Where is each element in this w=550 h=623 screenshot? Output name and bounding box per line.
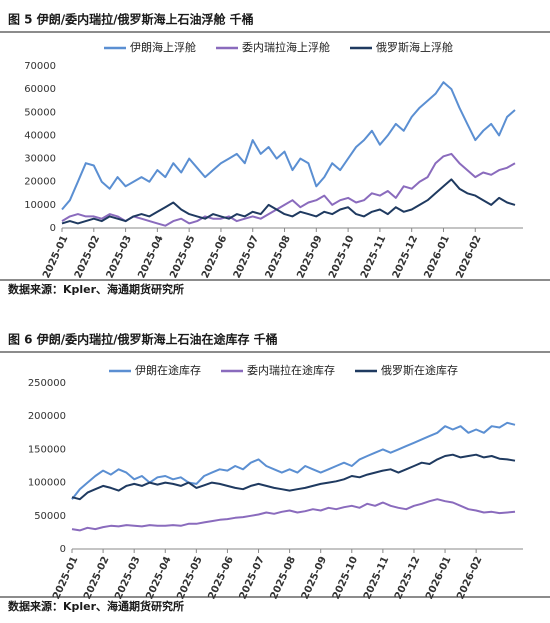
y-tick-label: 0 [60,544,66,555]
source-note: 数据来源：Kpler、海通期货研究所 [8,282,184,296]
x-tick-label: 2025-02 [73,234,102,280]
x-tick-label: 2026-02 [454,234,483,280]
chart-title: 图 6 伊朗/委内瑞拉/俄罗斯海上石油在途库存 千桶 [8,332,278,347]
legend-label: 俄罗斯在途库存 [381,363,458,377]
legend-label: 委内瑞拉在途库存 [247,363,335,377]
x-tick-label: 2025-09 [300,555,329,601]
x-tick-label: 2025-04 [144,555,173,601]
y-tick-label: 50000 [24,107,56,118]
x-tick-label: 2025-01 [41,234,70,280]
legend-label: 伊朗在途库存 [135,363,201,377]
series-line [71,498,516,532]
x-tick-label: 2025-03 [105,234,134,280]
x-tick-label: 2026-01 [424,555,453,601]
y-tick-label: 60000 [24,84,56,95]
x-tick-label: 2025-07 [232,234,261,280]
x-tick-label: 2025-02 [82,555,111,601]
legend-label: 俄罗斯海上浮舱 [376,40,453,54]
source-note: 数据来源：Kpler、海通期货研究所 [8,599,184,613]
y-tick-label: 0 [50,223,56,234]
x-tick-label: 2026-02 [455,555,484,601]
x-tick-label: 2025-10 [331,555,360,601]
x-tick-label: 2025-03 [113,555,142,601]
y-tick-label: 20000 [24,177,56,188]
y-tick-label: 150000 [28,444,66,455]
x-tick-label: 2025-11 [359,234,388,280]
x-tick-label: 2025-11 [362,555,391,601]
x-tick-label: 2025-08 [269,555,298,601]
x-tick-label: 2025-01 [51,555,80,601]
x-tick-label: 2025-12 [391,234,420,280]
x-tick-label: 2025-04 [136,234,165,280]
series-line [61,81,516,211]
x-tick-label: 2025-10 [327,234,356,280]
legend-label: 委内瑞拉海上浮舱 [242,40,330,54]
x-tick-label: 2025-06 [200,234,229,280]
x-tick-label: 2025-07 [238,555,267,601]
x-tick-label: 2025-08 [264,234,293,280]
y-tick-label: 70000 [24,61,56,72]
series-line [61,152,516,227]
y-tick-label: 10000 [24,200,56,211]
x-tick-label: 2025-05 [175,555,204,601]
y-tick-label: 30000 [24,154,56,165]
y-tick-label: 250000 [28,378,66,389]
x-tick-label: 2025-09 [295,234,324,280]
x-tick-label: 2025-12 [393,555,422,601]
chart-title: 图 5 伊朗/委内瑞拉/俄罗斯海上石油浮舱 千桶 [8,12,254,27]
x-tick-label: 2025-06 [207,555,236,601]
y-tick-label: 200000 [28,411,66,422]
series-line [71,453,516,501]
y-tick-label: 100000 [28,478,66,489]
x-tick-label: 2025-05 [168,234,197,280]
series-line [61,178,516,225]
y-tick-label: 50000 [34,511,66,522]
y-tick-label: 40000 [24,130,56,141]
series-line [71,421,516,500]
x-tick-label: 2026-01 [423,234,452,280]
legend-label: 伊朗海上浮舱 [130,40,196,54]
